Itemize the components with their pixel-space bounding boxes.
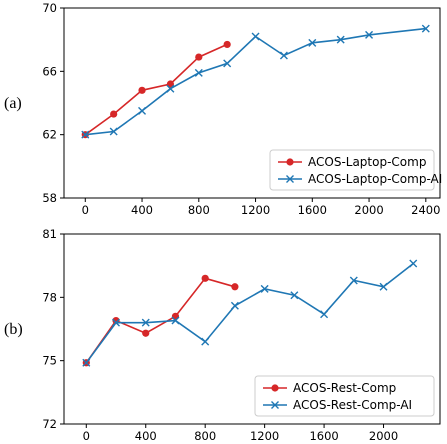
series-line xyxy=(85,262,414,364)
series-1 xyxy=(81,40,231,139)
y-tick-label: 66 xyxy=(42,64,57,78)
legend-box xyxy=(269,149,435,191)
x-tick-label: 1600 xyxy=(309,429,338,443)
series-2 xyxy=(81,24,430,139)
data-point xyxy=(201,274,209,282)
data-point xyxy=(336,35,345,44)
data-point xyxy=(166,80,175,88)
data-point xyxy=(171,316,180,325)
x-tick-label: 1600 xyxy=(298,203,327,217)
legend-item-1: ACOS-Laptop-Comp xyxy=(278,155,426,169)
legend-box xyxy=(254,375,435,417)
x-tick-label: 2400 xyxy=(411,203,440,217)
legend-label: ACOS-Laptop-Comp-AI xyxy=(308,172,442,186)
series-line xyxy=(85,27,426,136)
data-point xyxy=(279,51,288,60)
x-tick-label: 2000 xyxy=(354,203,383,217)
y-tick-label: 70 xyxy=(42,1,57,15)
data-point xyxy=(142,329,150,337)
x-tick-label: 2000 xyxy=(369,429,398,443)
x-tick-label: 1200 xyxy=(241,203,270,217)
data-point xyxy=(141,318,150,327)
data-point xyxy=(109,127,118,136)
data-point xyxy=(201,337,210,346)
legend-label: ACOS-Rest-Comp-AI xyxy=(293,398,412,412)
data-point xyxy=(223,59,232,68)
panel-label: (a) xyxy=(4,95,22,112)
data-point xyxy=(421,24,430,33)
x-tick-label: 800 xyxy=(194,429,216,443)
data-point xyxy=(409,259,418,268)
series-line xyxy=(85,277,236,364)
legend-item-2: ACOS-Laptop-Comp-AI xyxy=(278,172,442,186)
data-point xyxy=(194,68,203,77)
legend-marker xyxy=(271,384,279,392)
legend-item-1: ACOS-Rest-Comp xyxy=(263,381,396,395)
x-tick-label: 400 xyxy=(135,429,157,443)
data-point xyxy=(308,38,317,47)
legend-marker xyxy=(271,401,279,409)
x-tick-label: 0 xyxy=(83,429,90,443)
series-line xyxy=(84,43,228,136)
panel-label: (b) xyxy=(4,321,23,338)
data-point xyxy=(231,283,239,291)
data-point xyxy=(112,318,121,327)
series-1 xyxy=(82,274,239,367)
legend-label: ACOS-Laptop-Comp xyxy=(308,155,426,169)
x-tick-label: 800 xyxy=(188,203,210,217)
data-point xyxy=(166,84,175,93)
data-point xyxy=(365,30,374,39)
data-point xyxy=(138,86,146,94)
data-point xyxy=(138,106,147,115)
legend: ACOS-Laptop-Comp ACOS-Laptop-Comp-AI xyxy=(269,149,442,191)
data-point xyxy=(81,130,90,139)
data-point xyxy=(290,291,299,300)
legend-label: ACOS-Rest-Comp xyxy=(293,381,396,395)
y-tick-label: 58 xyxy=(42,191,57,205)
data-point xyxy=(379,282,388,291)
data-point xyxy=(223,40,231,49)
data-point xyxy=(320,310,329,319)
legend: ACOS-Rest-Comp ACOS-Rest-Comp-AI xyxy=(254,375,435,417)
x-tick-label: 1200 xyxy=(250,429,279,443)
data-point xyxy=(230,301,239,310)
data-point xyxy=(195,53,203,61)
legend-marker xyxy=(286,158,294,166)
legend-marker xyxy=(286,175,294,183)
y-tick-label: 72 xyxy=(42,417,57,431)
legend-item-2: ACOS-Rest-Comp-AI xyxy=(263,398,412,412)
axes-frame xyxy=(63,233,441,425)
x-tick-label: 400 xyxy=(131,203,153,217)
y-tick-label: 75 xyxy=(42,354,57,368)
data-point xyxy=(260,284,269,293)
y-tick-label: 62 xyxy=(42,128,57,142)
series-2 xyxy=(82,259,418,367)
data-point xyxy=(251,32,260,41)
data-point xyxy=(349,276,358,285)
y-tick-label: 81 xyxy=(42,227,57,241)
data-point xyxy=(82,358,91,367)
chart-panel-1: (a) 0 400 800 1200 1600 2000 2400 58 62 66 70 ACOS-L… xyxy=(4,1,442,217)
data-point xyxy=(110,110,118,118)
x-tick-label: 0 xyxy=(82,203,89,217)
y-tick-label: 78 xyxy=(42,290,57,304)
axes-frame xyxy=(63,7,441,199)
chart-panel-2: (b) 0 400 800 1200 1600 2000 72 75 78 81 ACOS-Rest-… xyxy=(4,227,441,443)
